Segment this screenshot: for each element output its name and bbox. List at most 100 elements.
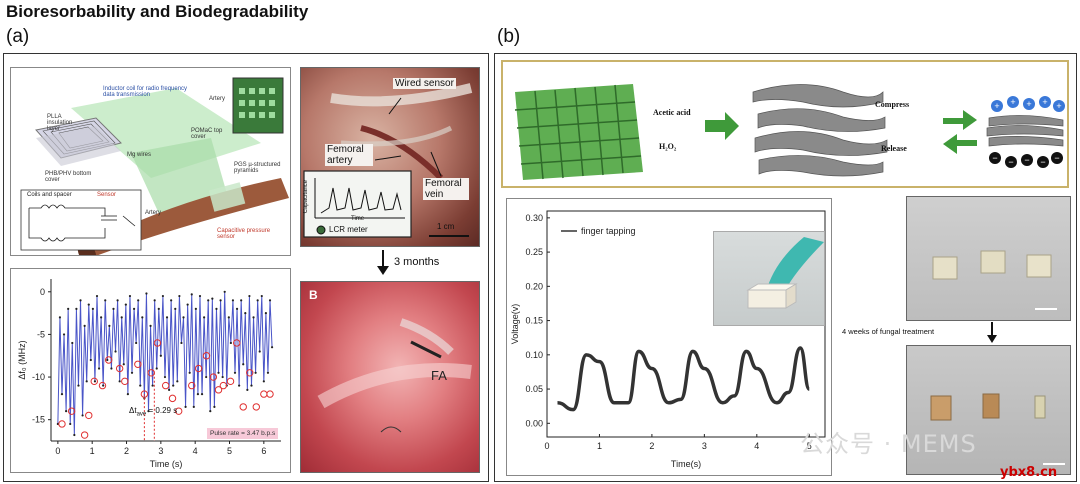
data-point <box>159 354 162 357</box>
data-point <box>219 299 222 302</box>
data-point <box>79 299 82 302</box>
data-point <box>182 316 185 319</box>
data-point <box>192 405 195 408</box>
data-point <box>102 384 105 387</box>
minimum-marker <box>214 386 223 394</box>
svg-text:−: − <box>1024 155 1029 165</box>
y-tick-label: -5 <box>37 329 45 339</box>
data-point <box>124 303 127 306</box>
data-point <box>155 367 158 370</box>
cubes-before-photo <box>906 196 1071 321</box>
svg-text:−: − <box>1040 157 1045 167</box>
data-point <box>200 393 204 396</box>
down-arrow-icon-b <box>987 322 997 343</box>
dt-symbol: Δt <box>129 406 137 415</box>
data-point <box>91 307 94 310</box>
voltage-chart-box: 0 1 2 3 4 5 0.00 0.05 0.10 0.15 0.20 0.25 0.30 Time(s… <box>506 198 832 476</box>
x-tick-label: 3 <box>702 441 707 451</box>
minimum-marker <box>121 377 129 386</box>
data-point <box>266 371 270 374</box>
data-point <box>145 292 148 295</box>
data-point <box>244 312 247 315</box>
data-point <box>186 303 189 306</box>
minimum-marker <box>161 381 170 390</box>
data-point <box>141 316 144 319</box>
y-tick-label: 0.30 <box>525 213 543 223</box>
voltage-line <box>557 346 812 412</box>
fungal-treatment-label: 4 weeks of fungal treatment <box>842 327 935 336</box>
minimum-marker <box>175 407 183 415</box>
pulse-chart-box: 0 1 2 3 4 5 6 0 -5 -10 -15 Time (s) Δf₀ (MHz) Δtave … <box>10 268 291 473</box>
svg-text:−: − <box>992 153 997 163</box>
y-tick-label: -10 <box>32 372 45 382</box>
data-point <box>128 294 132 298</box>
implant-schematic: PLLA insulation layer Inductor coil for … <box>10 67 291 256</box>
minimum-marker <box>188 381 196 390</box>
data-point <box>205 375 208 379</box>
data-point <box>250 384 253 387</box>
data-point <box>112 307 115 310</box>
data-point <box>207 299 210 302</box>
data-point <box>262 380 265 383</box>
data-point <box>172 384 175 387</box>
mg-label: Mg wires <box>127 152 152 158</box>
svg-text:+: + <box>994 101 999 111</box>
data-point <box>67 307 70 310</box>
release-label: Release <box>881 144 907 153</box>
data-point <box>100 316 103 319</box>
y-axis-title: Δf₀ (MHz) <box>17 340 27 379</box>
data-point <box>58 316 62 319</box>
x-tick-label: 4 <box>754 441 759 451</box>
data-point <box>211 297 214 300</box>
data-point <box>60 393 64 396</box>
photo-b-label: B <box>309 288 318 302</box>
data-point <box>69 422 72 426</box>
cubes-after-photo <box>906 345 1071 475</box>
data-point <box>227 316 230 319</box>
minimum-marker <box>98 381 107 390</box>
minimum-marker <box>168 394 177 403</box>
data-point <box>223 290 226 293</box>
femoral-artery-label: Femoral artery <box>325 144 373 166</box>
y-tick-label: 0.10 <box>525 350 543 360</box>
data-point <box>108 324 111 327</box>
data-point <box>196 393 200 396</box>
sensor-label: Sensor <box>97 192 117 198</box>
data-point <box>132 307 136 310</box>
legend-label: finger tapping <box>581 226 636 236</box>
x-tick-label: 4 <box>193 446 198 456</box>
minimum-marker <box>239 403 247 411</box>
minimum-marker <box>67 407 76 415</box>
data-point <box>85 380 88 383</box>
plot-frame <box>546 210 826 438</box>
data-point <box>235 307 239 310</box>
y-tick-label: 0.05 <box>525 384 543 394</box>
y-tick-label: -15 <box>32 415 45 425</box>
data-point <box>87 303 90 306</box>
y-axis-title: Voltage(v) <box>510 304 520 345</box>
minimum-marker <box>134 360 142 368</box>
data-point <box>118 380 121 383</box>
dt-annotation: Δtave = 0.29 s <box>129 406 177 418</box>
data-point <box>213 405 216 408</box>
data-point <box>178 294 181 298</box>
pulse-rate-badge: Pulse rate = 3.47 b.p.s <box>207 428 279 439</box>
data-point <box>233 371 237 374</box>
x-tick-label: 0 <box>55 446 60 456</box>
inductor-label: Inductor coil for radio frequency data t… <box>103 86 188 98</box>
data-point <box>198 294 202 298</box>
y-tick-label: 0.15 <box>525 316 543 326</box>
minimum-marker <box>266 390 274 398</box>
data-point <box>180 341 183 345</box>
x-tick-label: 2 <box>649 441 654 451</box>
data-point <box>81 414 84 417</box>
data-point <box>97 367 101 370</box>
y-tick-label: 0.25 <box>525 247 543 257</box>
acetic-acid-label: Acetic acid <box>653 108 691 117</box>
data-point <box>104 299 107 302</box>
data-point <box>268 299 272 302</box>
data-point <box>167 388 171 391</box>
data-point <box>256 299 259 302</box>
data-point <box>221 375 224 379</box>
minimum-marker <box>90 377 98 386</box>
